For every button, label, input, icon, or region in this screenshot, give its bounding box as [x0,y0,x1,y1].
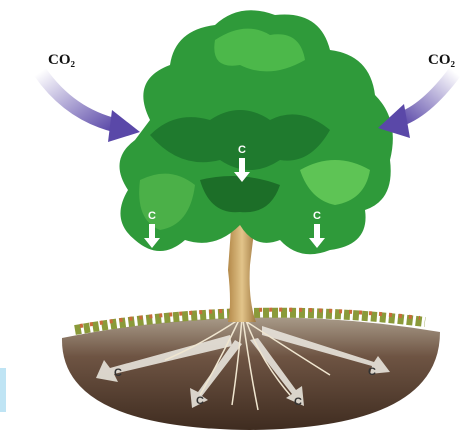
co2-arrow [395,67,461,127]
carbon-label: C [148,210,156,222]
co2-label: CO₂ [428,52,456,68]
edge-strip [0,368,6,412]
co2-arrow [34,67,120,133]
roots [164,317,331,411]
carbon-label: C [294,396,302,408]
carbon-label: C [196,395,204,407]
carbon-label: C [313,210,321,222]
co2-arrowhead [108,110,140,142]
carbon-label: C [368,366,376,378]
canopy [119,10,393,255]
carbon-label: C [114,367,122,379]
canopy-arrows [144,158,325,248]
carbon-label: C [238,144,246,156]
co2-label: CO₂ [48,52,76,68]
co2-arrowhead [378,104,410,138]
trunk [228,215,256,322]
